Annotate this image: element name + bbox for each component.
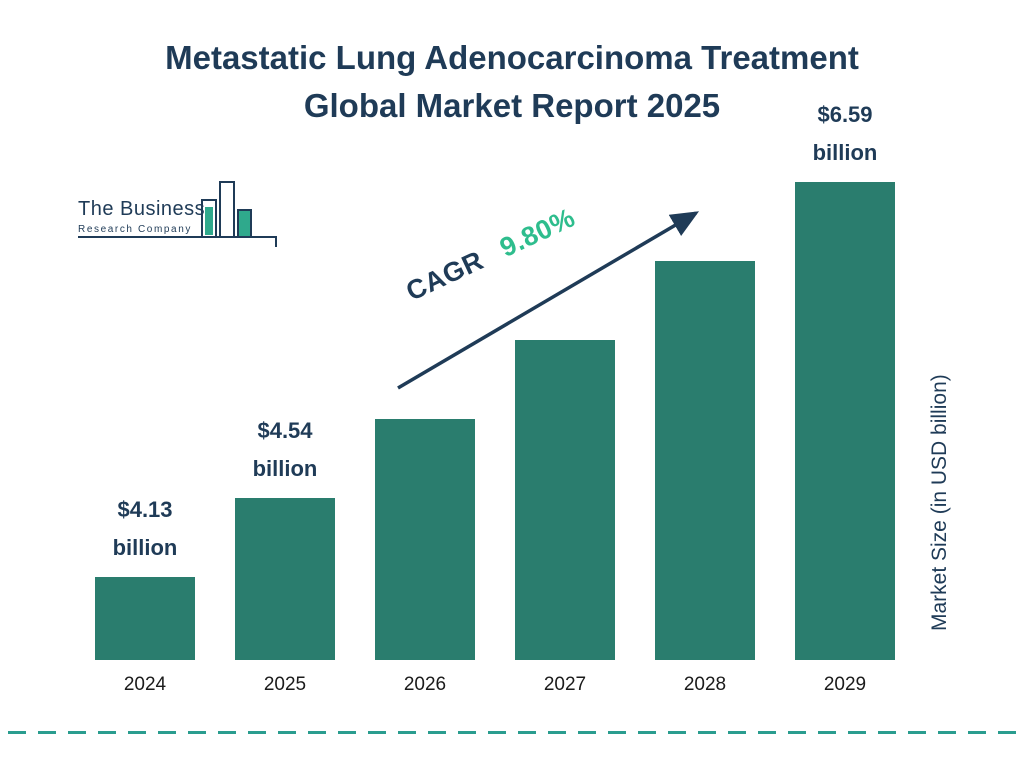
x-tick-2025: 2025	[263, 674, 307, 695]
logo-text-line-2: Research Company	[78, 224, 192, 235]
logo-text-line-1: The Business	[78, 198, 206, 220]
bar-2027: 2027	[515, 340, 615, 695]
x-tick-2027: 2027	[543, 674, 587, 695]
x-tick-2029: 2029	[823, 674, 867, 695]
x-tick-2028: 2028	[683, 674, 727, 695]
value-unit: billion	[252, 456, 318, 481]
page-title: Metastatic Lung Adenocarcinoma Treatment…	[0, 34, 1024, 130]
bar-2026: 2026	[375, 419, 475, 695]
logo-bars-icon	[78, 181, 277, 247]
value-unit: billion	[812, 140, 878, 165]
value-unit: billion	[112, 535, 178, 560]
bar-2029: $6.59 billion 2029	[795, 102, 895, 695]
bar-2024: $4.13 billion 2024	[95, 497, 195, 695]
value-label-2024: $4.13 billion	[60, 491, 230, 567]
y-axis-label: Market Size (in USD billion)	[928, 374, 951, 632]
bar-chart-plot-area: $4.13 billion 2024 $4.54 billion 2025 2026 2027…	[95, 102, 895, 695]
value-amount: $4.54	[257, 418, 313, 443]
bar-2028: 2028	[655, 261, 755, 695]
value-label-2025: $4.54 billion	[200, 412, 370, 488]
x-tick-2026: 2026	[403, 674, 447, 695]
bar-2025: $4.54 billion 2025	[235, 418, 335, 695]
title-line-2: Global Market Report 2025	[303, 87, 721, 124]
logo-text: The Business Research Company	[78, 198, 205, 235]
bottom-dashed-divider	[8, 731, 1016, 734]
title-line-1: Metastatic Lung Adenocarcinoma Treatment	[165, 39, 859, 76]
value-label-2029: $6.59 billion	[760, 96, 930, 172]
value-amount: $6.59	[817, 102, 873, 127]
company-logo: The Business Research Company	[76, 180, 286, 252]
value-amount: $4.13	[117, 497, 173, 522]
x-tick-2024: 2024	[123, 674, 167, 695]
